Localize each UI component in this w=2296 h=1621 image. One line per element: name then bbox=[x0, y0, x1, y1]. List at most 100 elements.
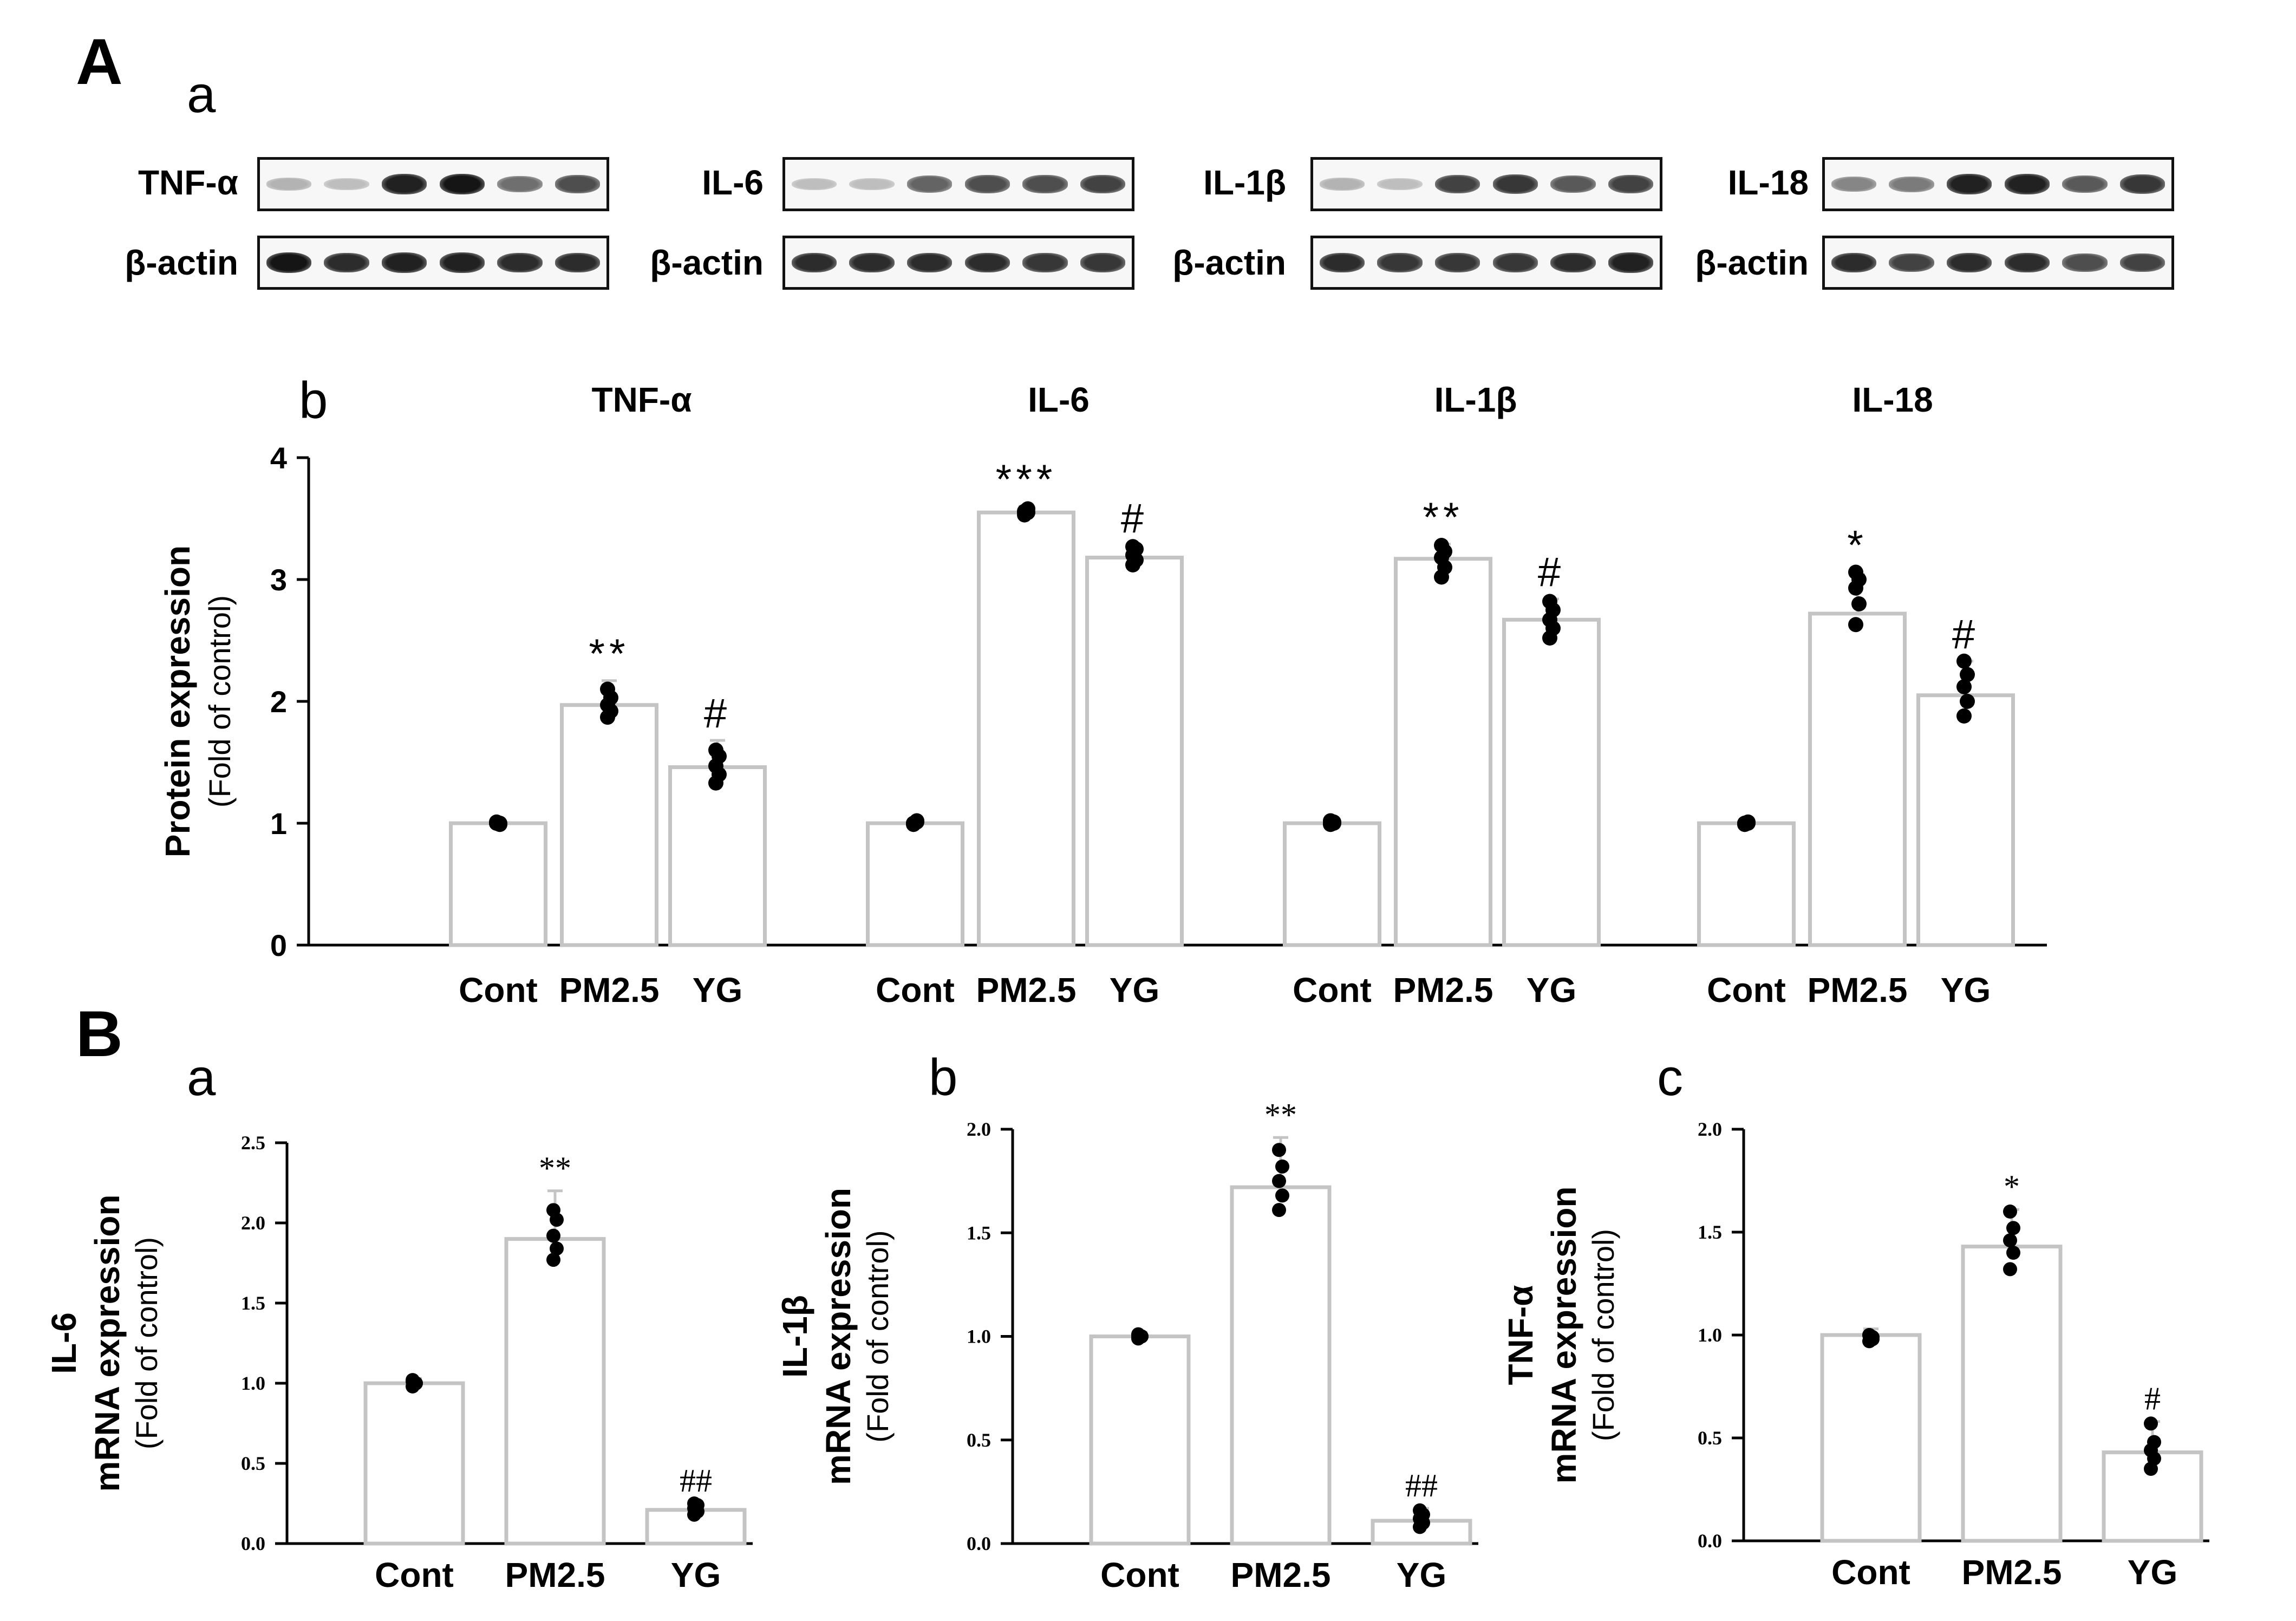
category-label: PM2.5 bbox=[1393, 971, 1493, 1010]
category-label: Cont bbox=[1100, 1555, 1179, 1594]
actin-band bbox=[1319, 252, 1365, 273]
blot-il6 bbox=[782, 157, 1134, 211]
panel-label-B-c: c bbox=[1657, 1049, 1683, 1106]
y-axis-gene-label: IL-1β bbox=[775, 1295, 814, 1378]
y-axis-title: mRNA expression bbox=[1544, 1187, 1583, 1484]
protein-band bbox=[1022, 175, 1068, 193]
data-point bbox=[1272, 1174, 1286, 1188]
data-point bbox=[1848, 617, 1863, 633]
actin-band bbox=[964, 252, 1010, 273]
protein-band bbox=[1550, 175, 1596, 193]
data-point bbox=[1960, 694, 1975, 709]
bar bbox=[1502, 617, 1601, 947]
actin-band bbox=[1608, 252, 1654, 273]
significance-label: # bbox=[2144, 1381, 2161, 1417]
category-label: YG bbox=[1941, 971, 1991, 1010]
actin-band bbox=[324, 252, 369, 273]
category-label: YG bbox=[671, 1555, 721, 1594]
blot-il18 bbox=[1822, 157, 2174, 211]
group-title: IL-6 bbox=[1028, 380, 1090, 419]
protein-band bbox=[849, 178, 895, 191]
protein-band bbox=[907, 175, 953, 193]
protein-band bbox=[1080, 174, 1126, 194]
bar bbox=[866, 821, 964, 947]
blot-actin-1 bbox=[257, 236, 609, 290]
blot-label-actin-1: β-actin bbox=[125, 243, 238, 282]
data-point bbox=[1956, 653, 1972, 669]
bar bbox=[977, 510, 1075, 947]
bar bbox=[1394, 557, 1492, 947]
significance-label: ** bbox=[1423, 494, 1463, 541]
data-point bbox=[1956, 708, 1972, 724]
significance-label: # bbox=[1538, 549, 1565, 595]
significance-label: ** bbox=[589, 631, 629, 677]
data-point bbox=[489, 816, 504, 831]
actin-band bbox=[555, 252, 601, 273]
y-axis-gene-label: IL-6 bbox=[44, 1312, 83, 1374]
actin-band bbox=[1492, 253, 1538, 272]
category-label: PM2.5 bbox=[1231, 1555, 1331, 1594]
protein-band bbox=[964, 175, 1010, 193]
data-point bbox=[2006, 1246, 2020, 1260]
data-point bbox=[708, 743, 723, 758]
actin-band bbox=[791, 252, 837, 273]
significance-label: * bbox=[1847, 523, 1868, 569]
y-tick-label: 4 bbox=[270, 441, 287, 475]
category-label: Cont bbox=[1831, 1553, 1910, 1592]
data-point bbox=[1131, 1329, 1145, 1344]
actin-band bbox=[1435, 253, 1480, 272]
y-axis-subtitle: (Fold of control) bbox=[1586, 1229, 1620, 1441]
bar bbox=[504, 1237, 606, 1546]
significance-label: # bbox=[1952, 611, 1979, 657]
blot-label-il1b: IL-1β bbox=[1203, 163, 1286, 202]
y-tick-label: 2.5 bbox=[241, 1132, 265, 1154]
bar bbox=[1808, 611, 1907, 947]
blot-il1b bbox=[1310, 157, 1662, 211]
actin-band bbox=[1831, 252, 1876, 273]
protein-band bbox=[555, 175, 601, 193]
data-point bbox=[1275, 1188, 1289, 1203]
panel-label-A: A bbox=[76, 25, 123, 98]
data-point bbox=[2003, 1233, 2017, 1248]
data-point bbox=[1272, 1143, 1286, 1157]
actin-band bbox=[1022, 253, 1068, 272]
data-point bbox=[1848, 564, 1863, 580]
y-tick-label: 1.0 bbox=[967, 1326, 991, 1347]
y-tick-label: 1 bbox=[270, 806, 287, 841]
data-point bbox=[1413, 1503, 1427, 1518]
data-point bbox=[687, 1496, 701, 1511]
actin-band bbox=[266, 252, 311, 274]
group-title: TNF-α bbox=[591, 380, 692, 419]
y-tick-label: 0.5 bbox=[241, 1453, 265, 1474]
y-tick-label: 0.0 bbox=[1698, 1530, 1722, 1552]
protein-band bbox=[1889, 176, 1934, 192]
bar bbox=[449, 821, 547, 947]
category-label: Cont bbox=[375, 1555, 454, 1594]
actin-band bbox=[1080, 253, 1126, 272]
significance-label: # bbox=[1121, 496, 1148, 542]
significance-label: # bbox=[704, 691, 731, 737]
y-axis-subtitle: (Fold of control) bbox=[860, 1230, 895, 1442]
bar bbox=[1371, 1519, 1472, 1546]
protein-band bbox=[1319, 178, 1365, 191]
category-label: PM2.5 bbox=[1962, 1553, 2062, 1592]
category-label: PM2.5 bbox=[505, 1555, 605, 1594]
data-point bbox=[2003, 1205, 2017, 1219]
bar bbox=[1916, 693, 2015, 947]
category-label: Cont bbox=[876, 971, 955, 1010]
category-label: Cont bbox=[1293, 971, 1372, 1010]
blot-label-actin-4: β-actin bbox=[1695, 243, 1809, 282]
category-label: PM2.5 bbox=[1808, 971, 1908, 1010]
y-tick-label: 2.0 bbox=[1698, 1118, 1722, 1140]
actin-band bbox=[382, 252, 427, 273]
category-label: PM2.5 bbox=[559, 971, 660, 1010]
bar bbox=[1697, 821, 1796, 947]
blot-label-il18: IL-18 bbox=[1727, 163, 1809, 202]
data-point bbox=[1272, 1203, 1286, 1218]
actin-band bbox=[2062, 253, 2108, 272]
protein-band bbox=[324, 178, 369, 191]
protein-band bbox=[1377, 178, 1423, 191]
protein-band bbox=[1492, 174, 1538, 194]
y-tick-label: 3 bbox=[270, 563, 287, 597]
